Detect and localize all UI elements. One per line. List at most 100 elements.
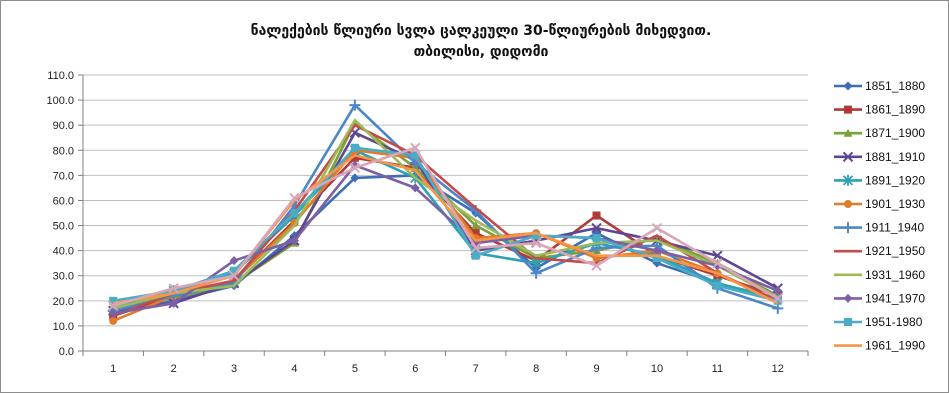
series-8 [112, 123, 779, 318]
data-point [108, 300, 119, 312]
y-tick-label: 110.0 [47, 70, 74, 82]
legend-label: 1961_1990 [865, 339, 925, 353]
y-tick-label: 40.0 [53, 246, 74, 258]
data-point [410, 183, 420, 193]
y-tick-label: 20.0 [53, 296, 74, 308]
series-lines [107, 99, 784, 325]
x-tick-label: 11 [712, 363, 723, 375]
legend-entry: 1871_1900 [834, 126, 925, 140]
series-6 [109, 146, 782, 325]
series-13 [108, 142, 783, 312]
gridlines [83, 74, 808, 352]
data-point [229, 256, 239, 266]
data-point [652, 246, 662, 256]
series-line [112, 164, 779, 315]
x-tick-label: 10 [651, 363, 663, 375]
legend-label: 1941_1970 [865, 291, 925, 305]
data-point [169, 298, 179, 308]
legend-label: 1921_1950 [865, 244, 925, 258]
data-point [168, 283, 179, 294]
legend-label: 1951-1980 [865, 315, 923, 329]
data-point [108, 308, 118, 318]
legend-marker [842, 222, 854, 234]
data-point [289, 236, 299, 246]
y-tick-label: 70.0 [53, 170, 74, 182]
data-point [411, 151, 420, 160]
data-point [350, 143, 359, 152]
y-tick-label: 90.0 [53, 120, 74, 132]
legend-label: 1851_1880 [865, 79, 925, 93]
y-tick-label: 0.0 [59, 346, 74, 358]
series-line [112, 123, 779, 318]
data-point [471, 229, 480, 238]
data-point [592, 234, 601, 243]
legend-label: 1911_1940 [865, 221, 925, 235]
chart-title: ნალექების წლიური სვლა ცალკეული 30-წლიურე… [251, 23, 712, 39]
legend-entry: 1921_1950 [834, 244, 925, 258]
data-point [773, 286, 783, 296]
y-tick-label: 100.0 [46, 95, 74, 107]
x-tick-label: 3 [231, 363, 237, 375]
data-point [712, 257, 723, 269]
legend-marker [844, 105, 852, 114]
x-tick-label: 8 [533, 363, 539, 375]
data-point [169, 286, 178, 295]
data-point [290, 209, 299, 217]
x-tick-label: 12 [772, 363, 784, 375]
data-point [591, 260, 602, 271]
series-line [112, 146, 779, 303]
legend-entry: 1861_1890 [834, 103, 925, 117]
legend-entry: 1851_1880 [834, 79, 925, 93]
data-point [350, 173, 360, 183]
y-tick-label: 50.0 [53, 221, 74, 233]
series-10 [108, 160, 783, 318]
data-point [592, 211, 601, 220]
legend-label: 1871_1900 [865, 126, 925, 140]
data-point [713, 281, 722, 290]
data-point [651, 222, 663, 234]
data-point [652, 254, 661, 263]
x-tick-label: 6 [412, 363, 418, 375]
y-tick-label: 60.0 [53, 195, 74, 207]
legend-entry: 1911_1940 [834, 221, 925, 235]
data-point [712, 250, 723, 261]
data-point [350, 153, 359, 162]
legend-label: 1891_1920 [865, 173, 925, 187]
y-tick-label: 30.0 [53, 271, 74, 283]
data-point [471, 251, 480, 260]
legend-entry: 1901_1930 [834, 197, 925, 211]
data-point [530, 237, 542, 249]
x-tick-label: 4 [291, 363, 297, 375]
legend-entry: 1881_1910 [834, 150, 925, 164]
data-point [470, 242, 481, 254]
data-point [410, 142, 421, 153]
legend-marker [843, 128, 853, 137]
x-tick-label: 7 [473, 363, 479, 375]
legend-label: 1901_1930 [865, 197, 925, 211]
legend-marker [843, 293, 853, 303]
legend-entry: 1931_1960 [834, 268, 925, 282]
x-tick-label: 5 [352, 363, 358, 375]
data-point [289, 192, 300, 204]
legend-label: 1931_1960 [865, 268, 925, 282]
data-point [773, 296, 782, 305]
series-1 [108, 170, 783, 318]
x-tick-label: 9 [593, 363, 599, 375]
legend-label: 1881_1910 [865, 150, 925, 164]
data-point [109, 316, 118, 325]
data-point [349, 162, 361, 174]
data-point [530, 257, 542, 269]
chart-subtitle: თბილისი, დიდომი [414, 44, 549, 60]
y-tick-label: 80.0 [53, 145, 74, 157]
data-point [109, 296, 118, 305]
x-tick-label: 1 [110, 363, 116, 375]
data-point [772, 293, 783, 304]
data-point [349, 99, 361, 111]
legend-label: 1861_1890 [865, 103, 925, 117]
data-point [230, 266, 239, 275]
legend-marker [842, 151, 854, 163]
axes: 0.0 10.0 20.0 30.0 40.0 50.0 60.0 70.0 80.0 90.0 1… [46, 70, 809, 375]
series-line [112, 146, 779, 308]
